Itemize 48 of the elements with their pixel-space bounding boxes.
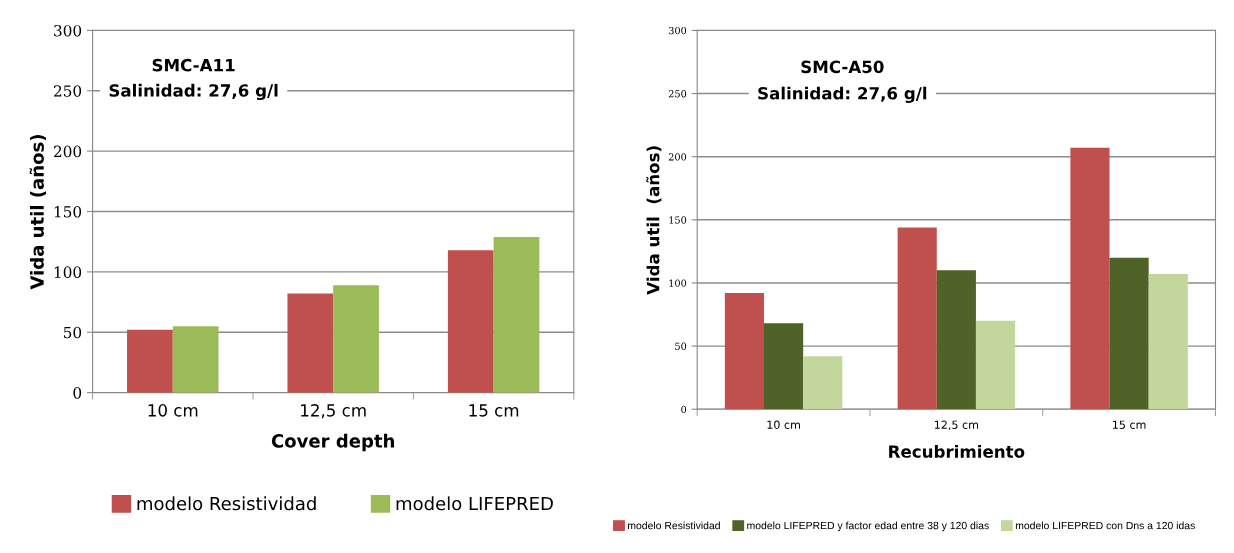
- bar: [333, 285, 379, 393]
- y-tick-label: 100: [54, 266, 82, 278]
- y-tick-label: 150: [54, 205, 82, 218]
- y-tick-label: 0: [73, 387, 82, 399]
- y-tick-label: 300: [54, 24, 82, 37]
- bar: [897, 227, 937, 410]
- legend-label: modelo LIFEPRED y factor edad entre 38 y 120 dias: [747, 521, 989, 532]
- bar: [127, 329, 173, 393]
- x-axis-title: Cover depth: [271, 433, 394, 452]
- legend-label: modelo Resistividad: [628, 521, 720, 530]
- y-tick-label: 200: [54, 145, 82, 158]
- bar: [1148, 274, 1188, 410]
- bar: [936, 270, 976, 410]
- y-tick-label: 300: [668, 26, 687, 35]
- y-axis-title: Vida util (años): [29, 135, 47, 290]
- bar: [1070, 147, 1110, 410]
- y-tick-label: 200: [668, 153, 687, 161]
- x-tick-label: 10 cm: [148, 404, 198, 417]
- x-tick-label: 15 cm: [1113, 420, 1146, 429]
- x-axis-title: Recubrimiento: [889, 444, 1025, 458]
- bar: [764, 323, 804, 410]
- x-tick-label: 15 cm: [469, 404, 519, 417]
- y-tick-label: 250: [668, 90, 687, 98]
- bar: [447, 250, 494, 393]
- bar: [975, 320, 1016, 410]
- y-tick-label: 150: [669, 216, 687, 224]
- text: Salinidad: 27,6 g/l: [109, 83, 278, 101]
- y-tick-label: 250: [54, 85, 82, 97]
- x-tick-label: 10 cm: [767, 420, 800, 429]
- x-tick-label: 12,5 cm: [934, 420, 979, 431]
- bar: [172, 326, 219, 393]
- bar: [803, 356, 843, 410]
- y-tick-label: 50: [675, 342, 687, 350]
- text: SMC-A50: [801, 60, 884, 74]
- legend-label: modelo LIFEPRED: [396, 496, 553, 511]
- y-tick-label: 50: [63, 326, 82, 339]
- legend-label: modelo Resistividad: [137, 496, 316, 511]
- text: Salinidad: 27,6 g/l: [758, 86, 927, 103]
- y-tick-label: 0: [681, 405, 687, 414]
- legend-label: modelo LIFEPRED con Dns a 120 idas: [1015, 521, 1195, 530]
- text: SMC-A11: [152, 58, 235, 72]
- bar: [1109, 257, 1149, 410]
- x-tick-label: 12,5 cm: [301, 404, 366, 419]
- bar: [493, 236, 540, 393]
- bar: [724, 293, 765, 410]
- bar: [287, 293, 334, 393]
- y-axis-title: Vida util (años): [646, 146, 662, 295]
- y-tick-label: 100: [669, 279, 687, 287]
